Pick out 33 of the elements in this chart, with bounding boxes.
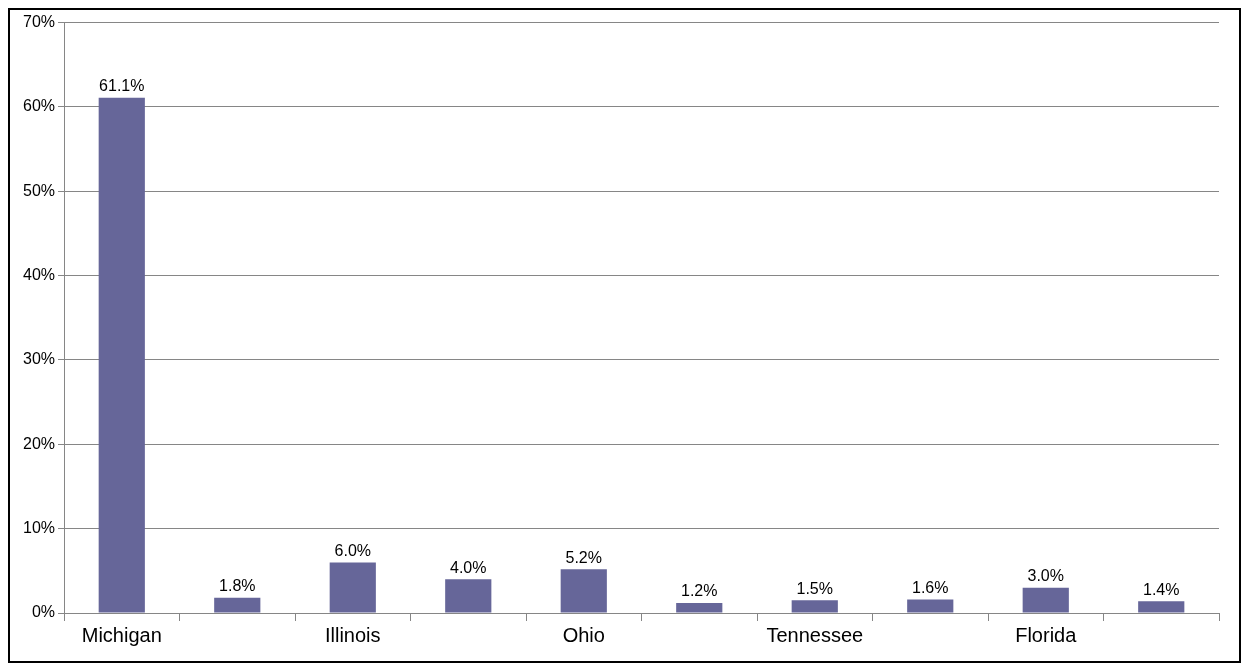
bar — [1022, 587, 1069, 613]
bar — [214, 597, 261, 613]
data-label: 4.0% — [450, 558, 487, 576]
bar — [676, 602, 723, 613]
data-label: 1.4% — [1143, 580, 1180, 598]
bar — [907, 599, 954, 613]
x-tick-label: Michigan — [81, 623, 162, 646]
y-tick-label: 50% — [22, 181, 56, 199]
y-tick-label: 30% — [22, 350, 56, 368]
y-tick-label: 0% — [31, 603, 56, 621]
x-tick-label: Tennessee — [766, 623, 864, 646]
data-label: 1.8% — [219, 577, 256, 595]
x-tick-label: Florida — [1015, 623, 1078, 646]
x-tick-label: Illinois — [324, 623, 381, 646]
bar — [1138, 601, 1185, 613]
bar — [329, 562, 376, 613]
data-label: 5.2% — [565, 548, 602, 566]
y-tick-label: 10% — [22, 519, 56, 537]
data-label: 1.2% — [681, 582, 718, 600]
bar — [445, 579, 492, 613]
y-tick-label: 40% — [22, 266, 56, 284]
y-tick-label: 60% — [22, 97, 56, 115]
y-tick-label: 20% — [22, 434, 56, 452]
data-label: 61.1% — [99, 77, 145, 95]
data-label: 1.6% — [912, 578, 949, 596]
data-label: 6.0% — [334, 541, 371, 559]
bar — [98, 97, 145, 613]
bar — [791, 600, 838, 613]
data-label: 3.0% — [1027, 567, 1064, 585]
y-tick-label: 70% — [22, 13, 56, 31]
bar — [560, 569, 607, 613]
x-tick-label: Ohio — [562, 623, 605, 646]
data-label: 1.5% — [796, 579, 833, 597]
